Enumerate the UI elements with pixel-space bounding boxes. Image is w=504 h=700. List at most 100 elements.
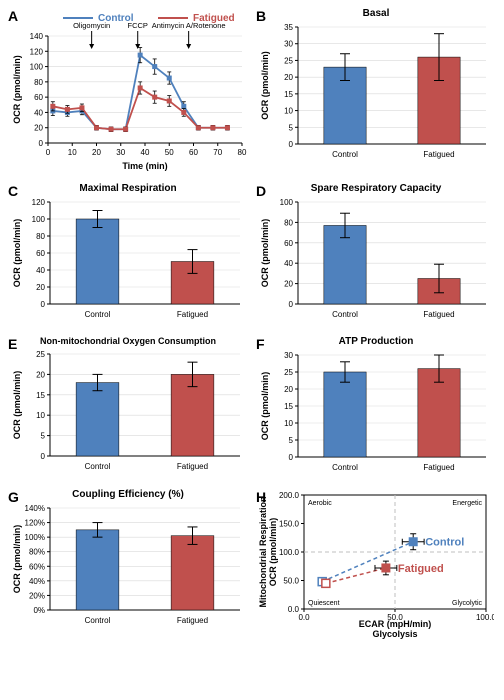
svg-text:120%: 120% — [25, 519, 45, 528]
svg-text:Glycolytic: Glycolytic — [452, 600, 482, 607]
svg-text:70: 70 — [213, 148, 222, 157]
svg-text:0: 0 — [289, 453, 294, 462]
svg-text:30: 30 — [116, 148, 125, 157]
svg-text:40: 40 — [36, 266, 45, 275]
svg-text:20: 20 — [284, 385, 293, 394]
svg-text:5: 5 — [41, 432, 46, 441]
svg-text:100.0: 100.0 — [279, 548, 300, 557]
panel-h-label: H — [256, 489, 266, 505]
svg-text:ECAR (mpH/min): ECAR (mpH/min) — [359, 619, 432, 629]
panel-d: D Spare Respiratory Capacity 02040608010… — [256, 183, 496, 326]
svg-text:10: 10 — [284, 419, 293, 428]
panel-f-title: ATP Production — [256, 336, 496, 347]
panel-a: A ControlFatigued02040608010012014001020… — [8, 8, 248, 173]
panel-b-label: B — [256, 8, 266, 24]
svg-text:OCR (pmol/min): OCR (pmol/min) — [260, 372, 270, 441]
panel-e-label: E — [8, 336, 17, 352]
svg-text:140: 140 — [30, 32, 44, 41]
svg-text:80%: 80% — [29, 548, 45, 557]
svg-text:200.0: 200.0 — [279, 491, 300, 500]
svg-text:Antimycin A/Rotenone: Antimycin A/Rotenone — [152, 21, 226, 30]
svg-text:30: 30 — [284, 351, 293, 360]
panel-g: G Coupling Efficiency (%) 0%20%40%60%80%… — [8, 489, 248, 639]
svg-text:Control: Control — [85, 310, 111, 319]
panel-h: H 0.050.0100.0150.0200.00.050.0100.0Aero… — [256, 489, 496, 639]
panel-g-title: Coupling Efficiency (%) — [8, 489, 248, 500]
svg-text:Mitochondrial Respiration: Mitochondrial Respiration — [258, 496, 268, 607]
panel-a-chart: ControlFatigued0204060801001201400102030… — [8, 8, 248, 173]
svg-text:120: 120 — [30, 47, 44, 56]
svg-text:OCR (pmol/min): OCR (pmol/min) — [260, 219, 270, 288]
svg-text:FCCP: FCCP — [128, 21, 148, 30]
svg-text:20: 20 — [34, 124, 43, 133]
svg-text:40: 40 — [141, 148, 150, 157]
svg-text:40%: 40% — [29, 577, 45, 586]
svg-text:OCR (pmol/min): OCR (pmol/min) — [12, 525, 22, 594]
svg-text:150.0: 150.0 — [279, 520, 300, 529]
svg-text:5: 5 — [289, 436, 294, 445]
svg-text:15: 15 — [284, 90, 293, 99]
svg-text:OCR (pmol/min): OCR (pmol/min) — [12, 55, 22, 124]
svg-text:Control: Control — [425, 537, 464, 549]
svg-text:15: 15 — [36, 391, 45, 400]
panel-b-chart: 0 5 10 15 20 25 30 35 Control Fatigued OCR (pmol/m… — [256, 21, 494, 166]
svg-text:100.0: 100.0 — [476, 613, 494, 622]
svg-text:0: 0 — [39, 139, 44, 148]
svg-text:0%: 0% — [33, 606, 45, 615]
svg-text:15: 15 — [284, 402, 293, 411]
svg-text:OCR (pmol/min): OCR (pmol/min) — [268, 518, 278, 587]
svg-text:100: 100 — [32, 215, 46, 224]
svg-text:Fatigued: Fatigued — [177, 616, 208, 625]
svg-text:20: 20 — [36, 370, 45, 379]
svg-text:20: 20 — [92, 148, 101, 157]
svg-text:40: 40 — [34, 108, 43, 117]
panel-g-chart: 0%20%40%60%80%100%120%140%ControlFatigue… — [8, 502, 248, 632]
svg-text:10: 10 — [284, 107, 293, 116]
panel-f-label: F — [256, 336, 265, 352]
svg-text:100: 100 — [280, 198, 294, 207]
panel-c-chart: 020406080100120ControlFatiguedOCR (pmol/… — [8, 196, 248, 326]
svg-text:10: 10 — [68, 148, 77, 157]
svg-text:5: 5 — [289, 123, 294, 132]
svg-text:60: 60 — [284, 239, 293, 248]
panel-e: E Non-mitochondrial Oxygen Consumption 0… — [8, 336, 248, 479]
svg-text:10: 10 — [36, 411, 45, 420]
svg-text:OCR (pmol/min): OCR (pmol/min) — [12, 371, 22, 440]
svg-text:30: 30 — [284, 40, 293, 49]
svg-text:Fatigued: Fatigued — [423, 150, 454, 159]
svg-text:80: 80 — [284, 218, 293, 227]
svg-text:Control: Control — [332, 310, 358, 319]
svg-text:Quiescent: Quiescent — [308, 600, 340, 607]
svg-text:25: 25 — [36, 350, 45, 359]
svg-text:0.0: 0.0 — [298, 613, 310, 622]
svg-text:Control: Control — [85, 462, 111, 471]
svg-text:20: 20 — [284, 73, 293, 82]
svg-text:0: 0 — [289, 140, 294, 149]
panel-b-title: Basal — [256, 8, 496, 19]
svg-text:Fatigued: Fatigued — [177, 462, 208, 471]
svg-text:60: 60 — [189, 148, 198, 157]
svg-text:20: 20 — [36, 283, 45, 292]
svg-text:120: 120 — [32, 198, 46, 207]
svg-text:0: 0 — [289, 300, 294, 309]
svg-text:35: 35 — [284, 23, 293, 32]
svg-text:60: 60 — [34, 93, 43, 102]
svg-text:Glycolysis: Glycolysis — [372, 629, 417, 639]
svg-text:20%: 20% — [29, 591, 45, 600]
svg-text:Fatigued: Fatigued — [423, 463, 454, 472]
figure-grid: A ControlFatigued02040608010012014001020… — [8, 8, 496, 639]
panel-f: F ATP Production 051015202530ControlFati… — [256, 336, 496, 479]
svg-text:25: 25 — [284, 56, 293, 65]
panel-e-chart: 0510152025ControlFatiguedOCR (pmol/min) — [8, 348, 248, 478]
svg-text:Control: Control — [332, 150, 358, 159]
panel-c-label: C — [8, 183, 18, 199]
svg-text:0: 0 — [46, 148, 51, 157]
svg-text:OCR (pmol/min): OCR (pmol/min) — [260, 51, 270, 120]
svg-text:140%: 140% — [25, 504, 45, 513]
svg-text:50: 50 — [165, 148, 174, 157]
svg-text:80: 80 — [36, 232, 45, 241]
panel-c: C Maximal Respiration 020406080100120Con… — [8, 183, 248, 326]
svg-text:Control: Control — [85, 616, 111, 625]
svg-text:Aerobic: Aerobic — [308, 500, 332, 507]
svg-text:Fatigued: Fatigued — [423, 310, 454, 319]
